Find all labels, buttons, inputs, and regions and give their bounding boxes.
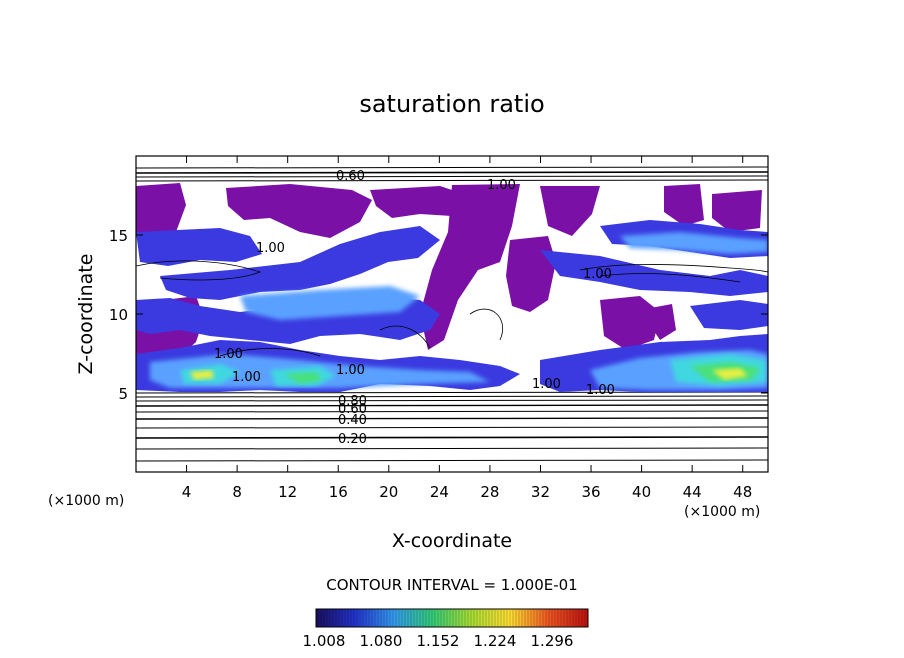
colorbar: 1.008 1.080 1.152 1.224 1.296	[303, 608, 589, 650]
lower-contour-lines	[136, 391, 768, 462]
fill-region	[240, 286, 420, 320]
contour-line	[136, 391, 768, 394]
colorbar-stripes	[317, 610, 586, 626]
contour-line	[136, 436, 768, 439]
plot-area: 0.60 1.00 1.00 1.00 1.00 1.00 1.00 1.00 …	[136, 166, 768, 462]
fill-region	[712, 368, 748, 380]
fill-region	[664, 184, 704, 226]
colorbar-tick-label: 1.152	[417, 632, 460, 650]
x-unit-left: (×1000 m)	[48, 493, 124, 509]
contour-line	[379, 325, 431, 349]
chart-title: saturation ratio	[359, 90, 544, 118]
y-tick-label: 15	[109, 227, 128, 245]
blue-fill-regions	[136, 220, 768, 392]
fill-region	[226, 184, 372, 238]
contour-label: 1.00	[532, 377, 561, 392]
x-unit-right: (×1000 m)	[684, 504, 760, 520]
x-tick-label: 48	[733, 483, 752, 501]
contour-label: 0.60	[336, 169, 365, 184]
x-tick-label: 16	[329, 483, 348, 501]
x-tick-label: 24	[430, 483, 449, 501]
colorbar-fill	[315, 608, 589, 628]
contour-label: 1.00	[586, 383, 615, 398]
fill-region	[370, 186, 470, 218]
fill-region	[284, 372, 322, 384]
contour-line	[136, 166, 768, 169]
contour-label: 1.00	[336, 363, 365, 378]
x-tick-label: 4	[182, 483, 192, 501]
contour-line	[136, 260, 262, 281]
contour-label: 1.00	[256, 241, 285, 256]
colorbar-tick-label: 1.224	[474, 632, 517, 650]
contour-line	[136, 459, 768, 462]
fill-region	[540, 250, 768, 296]
colorbar-tick-label: 1.080	[360, 632, 403, 650]
contour-label: 0.80	[338, 394, 367, 409]
x-tick-label: 12	[278, 483, 297, 501]
contour-labels: 0.60 1.00 1.00 1.00 1.00 1.00 1.00 1.00 …	[214, 169, 615, 447]
mid-contour-lines	[136, 260, 768, 357]
fill-region	[712, 190, 762, 232]
contour-line	[136, 175, 768, 178]
contour-label: 0.60	[338, 402, 367, 417]
contour-label: 1.00	[487, 178, 516, 193]
contour-label: 1.00	[214, 347, 243, 362]
x-tick-label: 28	[480, 483, 499, 501]
contour-line	[136, 395, 768, 398]
contour-label: 0.40	[338, 413, 367, 428]
contour-line	[136, 447, 768, 450]
contour-line	[219, 348, 321, 357]
contour-label: 1.00	[232, 370, 261, 385]
x-tick-label: 8	[232, 483, 242, 501]
fill-region	[190, 370, 214, 380]
fill-region	[690, 300, 768, 330]
contour-line	[136, 417, 768, 420]
fill-region	[640, 304, 676, 340]
contour-line	[469, 308, 503, 341]
contour-label: 0.20	[338, 432, 367, 447]
fill-region	[620, 232, 768, 254]
x-tick-label: 40	[632, 483, 651, 501]
y-tick-label: 5	[118, 385, 128, 403]
colorbar-labels: 1.008 1.080 1.152 1.224 1.296	[303, 632, 574, 650]
fill-region	[160, 226, 440, 300]
upper-contour-lines	[136, 166, 768, 182]
x-tick-label: 36	[581, 483, 600, 501]
x-axis-label: X-coordinate	[392, 530, 512, 552]
colorbar-tick-label: 1.296	[531, 632, 574, 650]
x-tick-label: 20	[379, 483, 398, 501]
contour-line	[136, 179, 768, 182]
contour-line	[136, 410, 768, 413]
y-axis: 5 10 15	[109, 227, 768, 403]
fill-region	[136, 228, 262, 266]
contour-line	[136, 404, 768, 407]
y-tick-label: 10	[109, 306, 128, 324]
contour-line	[136, 399, 768, 402]
contour-line	[579, 264, 768, 273]
contour-interval-text: CONTOUR INTERVAL = 1.000E-01	[326, 576, 577, 594]
colorbar-tick-label: 1.008	[303, 632, 346, 650]
x-axis: 4 8 12 16 20 24 28 32 36 40 44 48	[182, 156, 752, 501]
contour-line	[136, 426, 768, 429]
fill-region	[420, 184, 520, 350]
contour-label: 1.00	[583, 267, 612, 282]
fill-region	[136, 183, 186, 240]
fill-region	[540, 186, 600, 236]
y-axis-label: Z-coordinate	[75, 254, 97, 375]
contour-line	[136, 171, 768, 174]
x-tick-label: 44	[683, 483, 702, 501]
fill-region	[506, 236, 556, 312]
contour-line	[599, 273, 741, 283]
x-tick-label: 32	[531, 483, 550, 501]
